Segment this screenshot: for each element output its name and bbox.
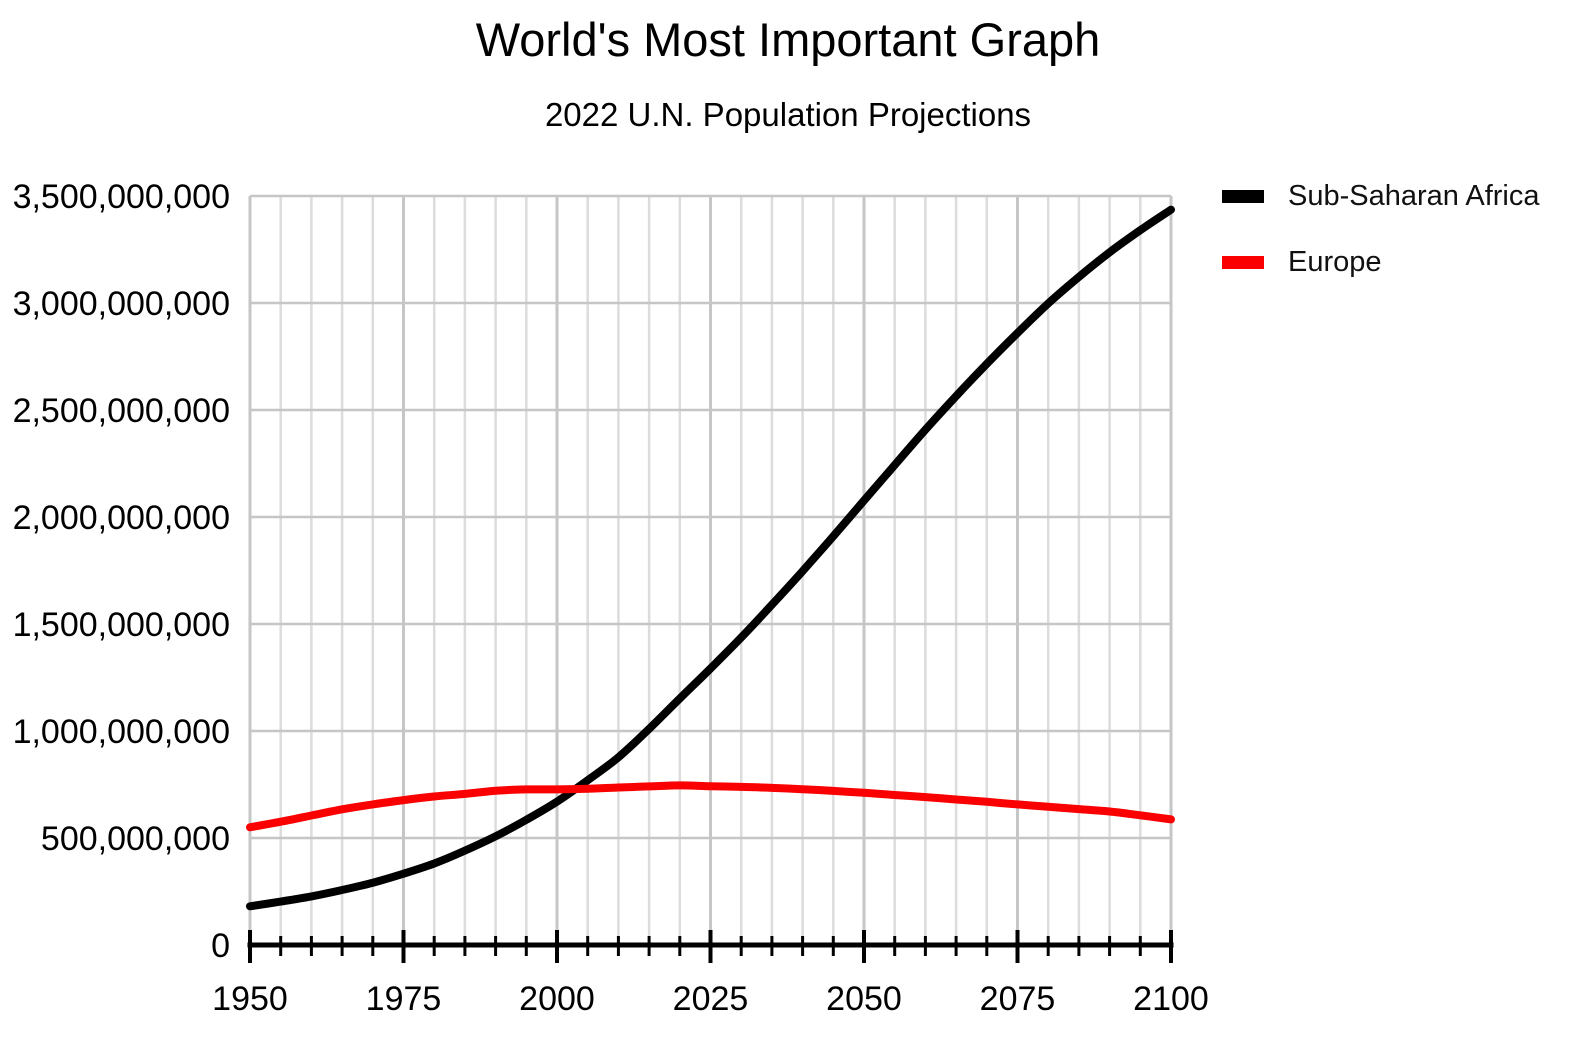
series-line-europe: [246, 781, 1175, 832]
x-tick-label: 2050: [826, 980, 902, 1018]
x-tick-label: 2075: [980, 980, 1056, 1018]
legend-swatch-europe: [1222, 256, 1264, 269]
x-tick-label: 2100: [1133, 980, 1209, 1018]
y-tick-label: 0: [211, 927, 230, 965]
x-tick-label: 2025: [673, 980, 749, 1018]
y-tick-label: 2,500,000,000: [13, 392, 230, 430]
y-tick-label: 3,000,000,000: [13, 285, 230, 323]
series-line-sub-saharan-africa: [246, 205, 1175, 911]
x-tick-label: 1975: [366, 980, 442, 1018]
y-tick-label: 500,000,000: [41, 820, 230, 858]
y-tick-label: 1,500,000,000: [13, 606, 230, 644]
x-tick-label: 2000: [519, 980, 595, 1018]
legend: Sub-Saharan Africa Europe: [1222, 180, 1540, 314]
legend-item-europe: Europe: [1222, 246, 1539, 278]
legend-label-europe: Europe: [1288, 246, 1382, 278]
x-tick-label: 1950: [212, 980, 288, 1018]
y-tick-label: 3,500,000,000: [13, 178, 230, 216]
page-title: World's Most Important Graph: [475, 13, 1101, 66]
legend-item-sub-saharan-africa: Sub-Saharan Africa: [1222, 180, 1540, 212]
page-subtitle: 2022 U.N. Population Projections: [544, 96, 1032, 133]
legend-label-sub-saharan-africa: Sub-Saharan Africa: [1288, 180, 1540, 212]
y-tick-label: 2,000,000,000: [13, 499, 230, 537]
y-tick-label: 1,000,000,000: [13, 713, 230, 751]
legend-swatch-sub-saharan-africa: [1222, 190, 1264, 203]
